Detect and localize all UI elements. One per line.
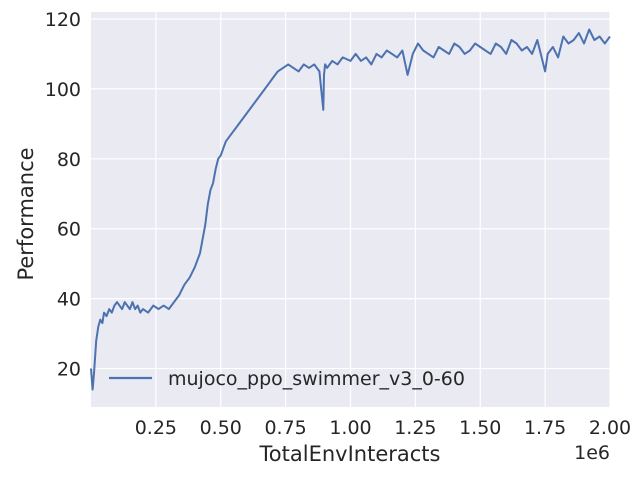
y-tick-label: 40 [57, 289, 81, 311]
y-tick-label: 20 [57, 359, 81, 381]
x-tick-label: 0.50 [200, 417, 242, 439]
y-tick-label: 60 [57, 219, 81, 241]
y-tick-label: 100 [45, 79, 81, 101]
y-axis-title: Performance [14, 147, 38, 280]
y-tick-label: 80 [57, 149, 81, 171]
x-tick-label: 1.75 [524, 417, 566, 439]
series-layer [90, 28, 611, 391]
y-tick-label: 120 [45, 9, 81, 31]
series-line-0 [90, 28, 611, 391]
x-tick-labels: 0.25 0.50 0.75 1.00 1.25 1.50 1.75 2.00 [135, 417, 631, 439]
legend: mujoco_ppo_swimmer_v3_0-60 [109, 368, 465, 390]
legend-label: mujoco_ppo_swimmer_v3_0-60 [168, 368, 465, 390]
x-tick-label: 1.50 [459, 417, 501, 439]
x-tick-label: 0.25 [135, 417, 177, 439]
x-axis-title: TotalEnvInteracts [259, 442, 441, 466]
x-tick-label: 0.75 [264, 417, 306, 439]
x-offset-label: 1e6 [574, 442, 610, 464]
x-tick-label: 1.00 [329, 417, 371, 439]
y-tick-labels: 20 40 60 80 100 120 [45, 9, 81, 381]
grid-lines [91, 12, 611, 407]
x-tick-label: 1.25 [394, 417, 436, 439]
x-tick-label: 2.00 [589, 417, 631, 439]
